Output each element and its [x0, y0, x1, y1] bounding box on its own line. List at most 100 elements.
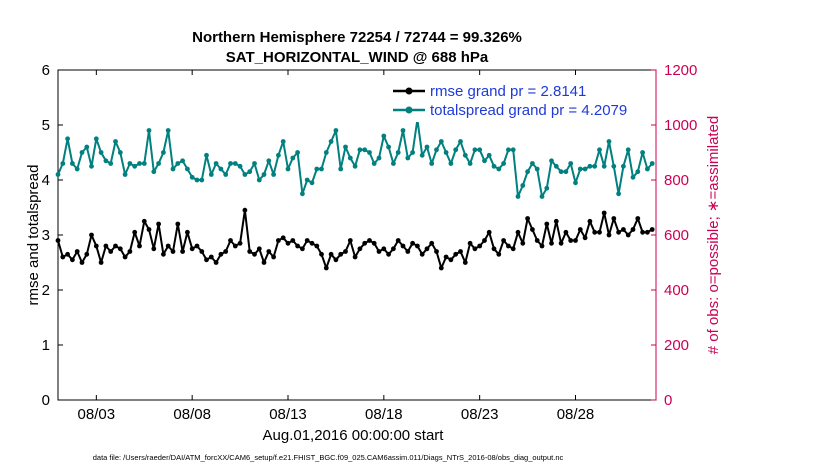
totalspread-point — [405, 155, 411, 161]
totalspread-point — [165, 128, 171, 133]
rmse-point — [577, 227, 583, 232]
totalspread-point — [386, 144, 391, 150]
totalspread-point — [515, 194, 521, 199]
rmse-point — [558, 240, 564, 246]
totalspread-point — [424, 144, 430, 150]
totalspread-point — [247, 169, 253, 175]
rmse-point — [137, 243, 142, 249]
totalspread-point — [462, 152, 468, 158]
totalspread-point — [185, 166, 190, 172]
y-axis-right: 0 200 400 600 800 1000 1200 — [651, 62, 697, 409]
rmse-point — [185, 229, 190, 235]
totalspread-point — [491, 163, 497, 169]
totalspread-point — [635, 169, 641, 175]
totalspread-point — [381, 133, 387, 139]
rmse-point — [549, 240, 554, 246]
y-axis-right-label: # of obs: o=possible; ∗=assimilated — [705, 116, 722, 355]
totalspread-point — [280, 139, 286, 144]
rmse-point — [295, 243, 300, 249]
rmse-point — [582, 235, 588, 241]
rmse-point — [189, 246, 195, 252]
rmse-point — [525, 216, 530, 221]
totalspread-point — [180, 158, 186, 164]
totalspread-point — [347, 155, 353, 161]
totalspread-point — [549, 158, 554, 164]
x-tick-label: 08/13 — [269, 406, 307, 423]
rmse-point — [611, 216, 617, 221]
totalspread-point — [438, 139, 444, 144]
x-tick-label: 08/08 — [173, 406, 211, 423]
rmse-point — [482, 238, 487, 243]
totalspread-point — [290, 155, 296, 161]
rmse-point — [520, 240, 526, 246]
totalspread-point — [577, 166, 583, 172]
totalspread-point — [261, 172, 267, 177]
y-axis-left: 0 1 2 3 4 5 6 — [42, 62, 63, 409]
plot-frame — [57, 69, 657, 401]
plot-area — [55, 69, 657, 401]
totalspread-point — [501, 161, 506, 166]
rmse-point — [573, 238, 578, 243]
totalspread-point — [525, 169, 530, 175]
totalspread-point — [429, 161, 435, 166]
totalspread-point — [534, 166, 540, 172]
totalspread-point — [93, 136, 99, 142]
rmse-point — [616, 229, 621, 235]
totalspread-point — [141, 161, 147, 166]
totalspread-point — [582, 166, 588, 172]
rmse-point — [544, 221, 550, 227]
totalspread-point — [122, 172, 128, 177]
rmse-point — [381, 246, 387, 252]
rmse-point — [395, 238, 401, 243]
totalspread-point — [376, 155, 382, 161]
y-left-tick-label: 3 — [42, 227, 50, 244]
rmse-point — [70, 257, 75, 263]
totalspread-point — [103, 158, 109, 164]
x-tick-label: 08/03 — [78, 406, 116, 423]
rmse-point — [347, 238, 353, 243]
rmse-point — [276, 238, 281, 243]
rmse-point — [515, 229, 521, 235]
totalspread-point — [213, 161, 219, 166]
rmse-point — [597, 229, 602, 235]
totalspread-point — [161, 150, 166, 155]
y-axis-left-label: rmse and totalspread — [25, 165, 42, 306]
totalspread-point — [606, 139, 612, 144]
totalspread-point — [630, 174, 636, 180]
totalspread-point — [252, 161, 257, 166]
totalspread-point — [304, 177, 310, 183]
totalspread-point — [343, 144, 348, 150]
rmse-point — [309, 240, 315, 246]
rmse-point — [271, 254, 276, 260]
rmse-point — [232, 243, 238, 249]
rmse-point — [400, 243, 406, 249]
totalspread-point — [228, 161, 233, 166]
totalspread-point — [117, 150, 123, 155]
rmse-point — [491, 246, 497, 252]
totalspread-point — [486, 152, 492, 158]
rmse-series — [55, 207, 655, 271]
rmse-point — [304, 238, 310, 243]
totalspread-point — [151, 169, 157, 175]
rmse-point — [300, 246, 305, 252]
rmse-point — [161, 251, 166, 257]
totalspread-point — [616, 191, 621, 197]
totalspread-point — [558, 169, 564, 175]
totalspread-point — [223, 172, 229, 177]
y-left-tick-label: 6 — [42, 62, 50, 79]
legend-spread-marker — [405, 106, 413, 114]
totalspread-point — [625, 147, 631, 153]
rmse-point — [194, 243, 200, 249]
rmse-point — [462, 260, 468, 265]
rmse-point — [338, 251, 344, 257]
rmse-point — [496, 251, 502, 257]
rmse-point — [242, 207, 248, 213]
rmse-point — [357, 246, 363, 252]
y-left-tick-label: 0 — [42, 392, 50, 409]
y-right-tick-label: 800 — [664, 172, 689, 189]
rmse-point — [328, 251, 334, 257]
totalspread-point — [271, 172, 276, 177]
totalspread-point — [539, 194, 545, 199]
totalspread-point — [314, 166, 320, 172]
rmse-point — [98, 260, 104, 265]
